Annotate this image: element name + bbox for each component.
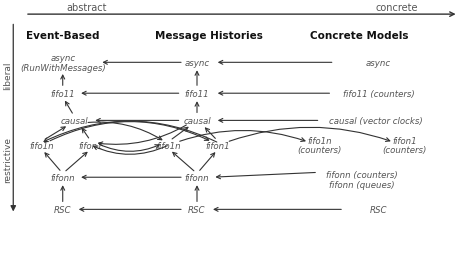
Text: RSC: RSC [370, 205, 387, 214]
Text: fifon1: fifon1 [79, 141, 103, 150]
Text: abstract: abstract [66, 3, 107, 13]
Text: fifonn: fifonn [50, 173, 75, 182]
Text: RSC: RSC [188, 205, 206, 214]
Text: fifo1n
(counters): fifo1n (counters) [297, 136, 342, 155]
Text: fifonn (queues): fifonn (queues) [329, 180, 395, 189]
Text: async: async [184, 59, 210, 68]
Text: Concrete Models: Concrete Models [310, 31, 409, 41]
Text: async: async [366, 59, 391, 68]
Text: fifo1n: fifo1n [156, 141, 181, 150]
Text: fifonn: fifonn [185, 173, 210, 182]
Text: causal: causal [183, 116, 211, 125]
Text: fifo11: fifo11 [50, 89, 75, 98]
Text: fifon1: fifon1 [206, 141, 230, 150]
Text: Event-Based: Event-Based [26, 31, 100, 41]
Text: async
(RunWithMessages): async (RunWithMessages) [20, 54, 106, 72]
Text: causal: causal [61, 116, 88, 125]
Text: fifo11 (counters): fifo11 (counters) [343, 89, 414, 98]
Text: restrictive: restrictive [3, 136, 12, 182]
Text: liberal: liberal [3, 61, 12, 90]
Text: RSC: RSC [54, 205, 72, 214]
Text: fifo1n: fifo1n [29, 141, 54, 150]
Text: Message Histories: Message Histories [155, 31, 263, 41]
Text: concrete: concrete [376, 3, 419, 13]
Text: fifonn (counters): fifonn (counters) [326, 171, 398, 180]
Text: causal (vector clocks): causal (vector clocks) [329, 116, 423, 125]
Text: fifo11: fifo11 [185, 89, 210, 98]
Text: fifon1
(counters): fifon1 (counters) [382, 136, 427, 155]
